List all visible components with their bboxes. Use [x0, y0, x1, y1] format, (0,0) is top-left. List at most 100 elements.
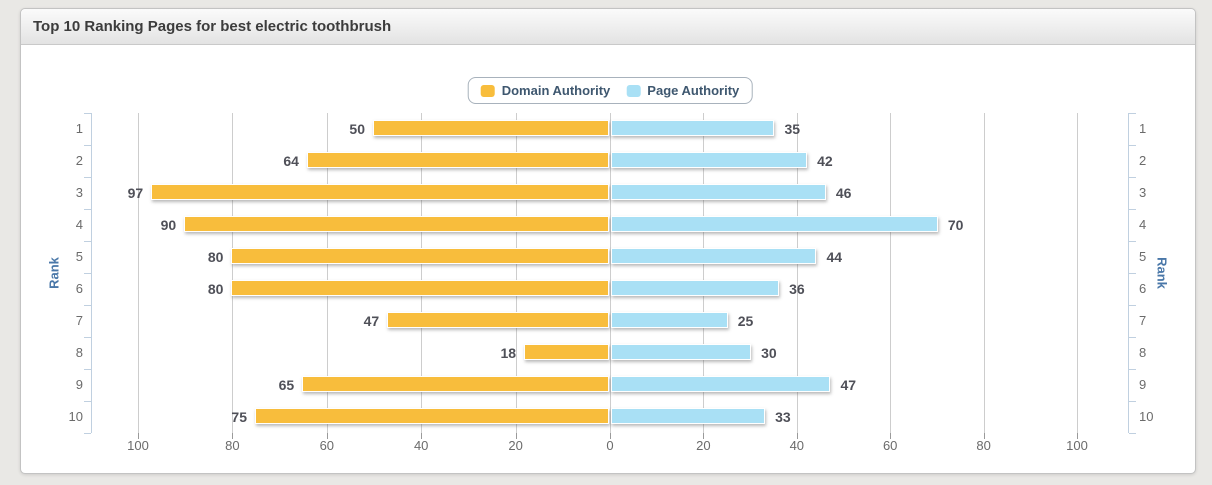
rank-axis-tick — [1129, 401, 1136, 402]
x-axis-tick-label: 60 — [319, 438, 335, 453]
rank-axis-tick — [84, 145, 91, 146]
rank-axis-tick — [1129, 337, 1136, 338]
domain-authority-bar[interactable] — [524, 344, 609, 360]
domain-authority-bar[interactable] — [231, 280, 609, 296]
domain-authority-bar[interactable] — [373, 120, 609, 136]
rank-label-right: 10 — [1139, 409, 1154, 424]
domain-authority-bar[interactable] — [184, 216, 609, 232]
rank-axis-tick — [84, 305, 91, 306]
domain-authority-value: 97 — [127, 185, 144, 201]
page-authority-value: 42 — [817, 153, 833, 169]
rank-axis-line — [1128, 113, 1129, 433]
domain-authority-bar[interactable] — [151, 184, 609, 200]
domain-authority-value: 18 — [500, 345, 517, 361]
x-axis-tick-label: 20 — [508, 438, 523, 453]
page-authority-bar[interactable] — [611, 344, 752, 360]
rank-axis-tick — [84, 369, 91, 370]
gridline — [515, 113, 517, 433]
domain-authority-bar[interactable] — [255, 408, 609, 424]
rank-axis-tick — [1129, 273, 1136, 274]
x-axis-tick-label: 100 — [127, 438, 149, 453]
domain-authority-value: 80 — [207, 281, 224, 297]
page-authority-value: 47 — [840, 377, 857, 393]
page-authority-bar[interactable] — [611, 184, 826, 200]
rank-axis-tick — [1129, 145, 1136, 146]
legend-item-page-authority[interactable]: Page Authority — [626, 83, 739, 98]
rank-label-right: 1 — [1139, 121, 1147, 136]
x-axis-tick — [232, 433, 234, 439]
x-axis-tick — [983, 433, 985, 439]
x-axis-tick-label: 0 — [606, 438, 614, 453]
chart-area: 100 80 60 40 20 0 20 40 60 80 100 1 1 2 2 3 3 4 4 5 5 6 6 7 7 8 8 9… — [21, 46, 1195, 474]
gridline — [703, 113, 705, 433]
domain-authority-bar[interactable] — [306, 152, 609, 168]
rank-axis-tick — [84, 113, 91, 114]
rank-axis-tick — [84, 241, 91, 242]
rank-label-left: 8 — [75, 345, 83, 360]
x-axis-tick — [703, 433, 705, 439]
rank-axis-tick — [84, 337, 91, 338]
x-axis-tick-label: 80 — [976, 438, 991, 453]
legend-swatch-page-authority — [626, 84, 641, 97]
x-axis-tick-label: 60 — [882, 438, 898, 453]
chart-panel: Top 10 Ranking Pages for best electric t… — [20, 8, 1196, 474]
page-authority-bar[interactable] — [611, 280, 780, 296]
rank-label-left: 9 — [75, 377, 83, 392]
page-authority-value: 70 — [947, 217, 964, 233]
y-axis-title-left: Rank — [46, 257, 62, 289]
gridline — [796, 113, 798, 433]
rank-label-left: 3 — [75, 185, 83, 200]
page-authority-bar[interactable] — [611, 120, 775, 136]
page-authority-bar[interactable] — [611, 216, 938, 232]
rank-label-right: 6 — [1139, 281, 1147, 296]
domain-authority-value: 75 — [231, 409, 247, 425]
rank-label-left: 10 — [68, 409, 83, 424]
x-axis-tick-label: 40 — [413, 438, 429, 453]
domain-authority-value: 50 — [349, 121, 365, 137]
legend: Domain Authority Page Authority — [467, 77, 753, 104]
gridline — [138, 113, 139, 433]
rank-label-left: 4 — [75, 217, 83, 232]
x-axis-tick — [890, 433, 892, 439]
domain-authority-value: 64 — [283, 153, 299, 169]
panel-header: Top 10 Ranking Pages for best electric t… — [21, 9, 1195, 45]
x-axis-tick — [421, 433, 423, 439]
y-axis-title-right: Rank — [1154, 257, 1170, 289]
gridline — [890, 113, 892, 433]
rank-axis-tick — [84, 209, 91, 210]
page-authority-bar[interactable] — [611, 152, 808, 168]
page-authority-bar[interactable] — [611, 376, 831, 392]
rank-axis-tick — [84, 177, 91, 178]
x-axis-tick-label: 20 — [696, 438, 711, 453]
domain-authority-bar[interactable] — [302, 376, 609, 392]
x-axis-tick — [796, 433, 798, 439]
page-authority-value: 46 — [835, 185, 852, 201]
chart-title: Top 10 Ranking Pages for best electric t… — [33, 18, 392, 35]
domain-authority-bar[interactable] — [387, 312, 609, 328]
gridline — [232, 113, 234, 433]
page-authority-value: 25 — [737, 313, 754, 329]
page-authority-value: 44 — [826, 249, 843, 265]
gridline — [326, 113, 328, 433]
rank-label-right: 5 — [1139, 249, 1147, 264]
page-authority-bar[interactable] — [611, 248, 817, 264]
rank-axis-tick — [1129, 305, 1136, 306]
rank-label-left: 1 — [75, 121, 83, 136]
x-axis-tick — [610, 433, 611, 439]
rank-label-left: 6 — [75, 281, 83, 296]
page-authority-value: 36 — [789, 281, 805, 297]
gridline — [421, 113, 423, 433]
domain-authority-bar[interactable] — [231, 248, 609, 264]
x-axis-tick-label: 40 — [789, 438, 805, 453]
x-axis-tick — [138, 433, 139, 439]
page-authority-bar[interactable] — [611, 312, 728, 328]
page-authority-bar[interactable] — [611, 408, 766, 424]
rank-label-left: 2 — [75, 153, 83, 168]
rank-label-right: 2 — [1139, 153, 1147, 168]
rank-label-right: 3 — [1139, 185, 1147, 200]
legend-item-domain-authority[interactable]: Domain Authority — [480, 83, 610, 98]
rank-axis-tick — [1129, 177, 1136, 178]
gridline — [1077, 113, 1078, 433]
rank-axis-tick — [1129, 209, 1136, 210]
rank-label-right: 4 — [1139, 217, 1147, 232]
